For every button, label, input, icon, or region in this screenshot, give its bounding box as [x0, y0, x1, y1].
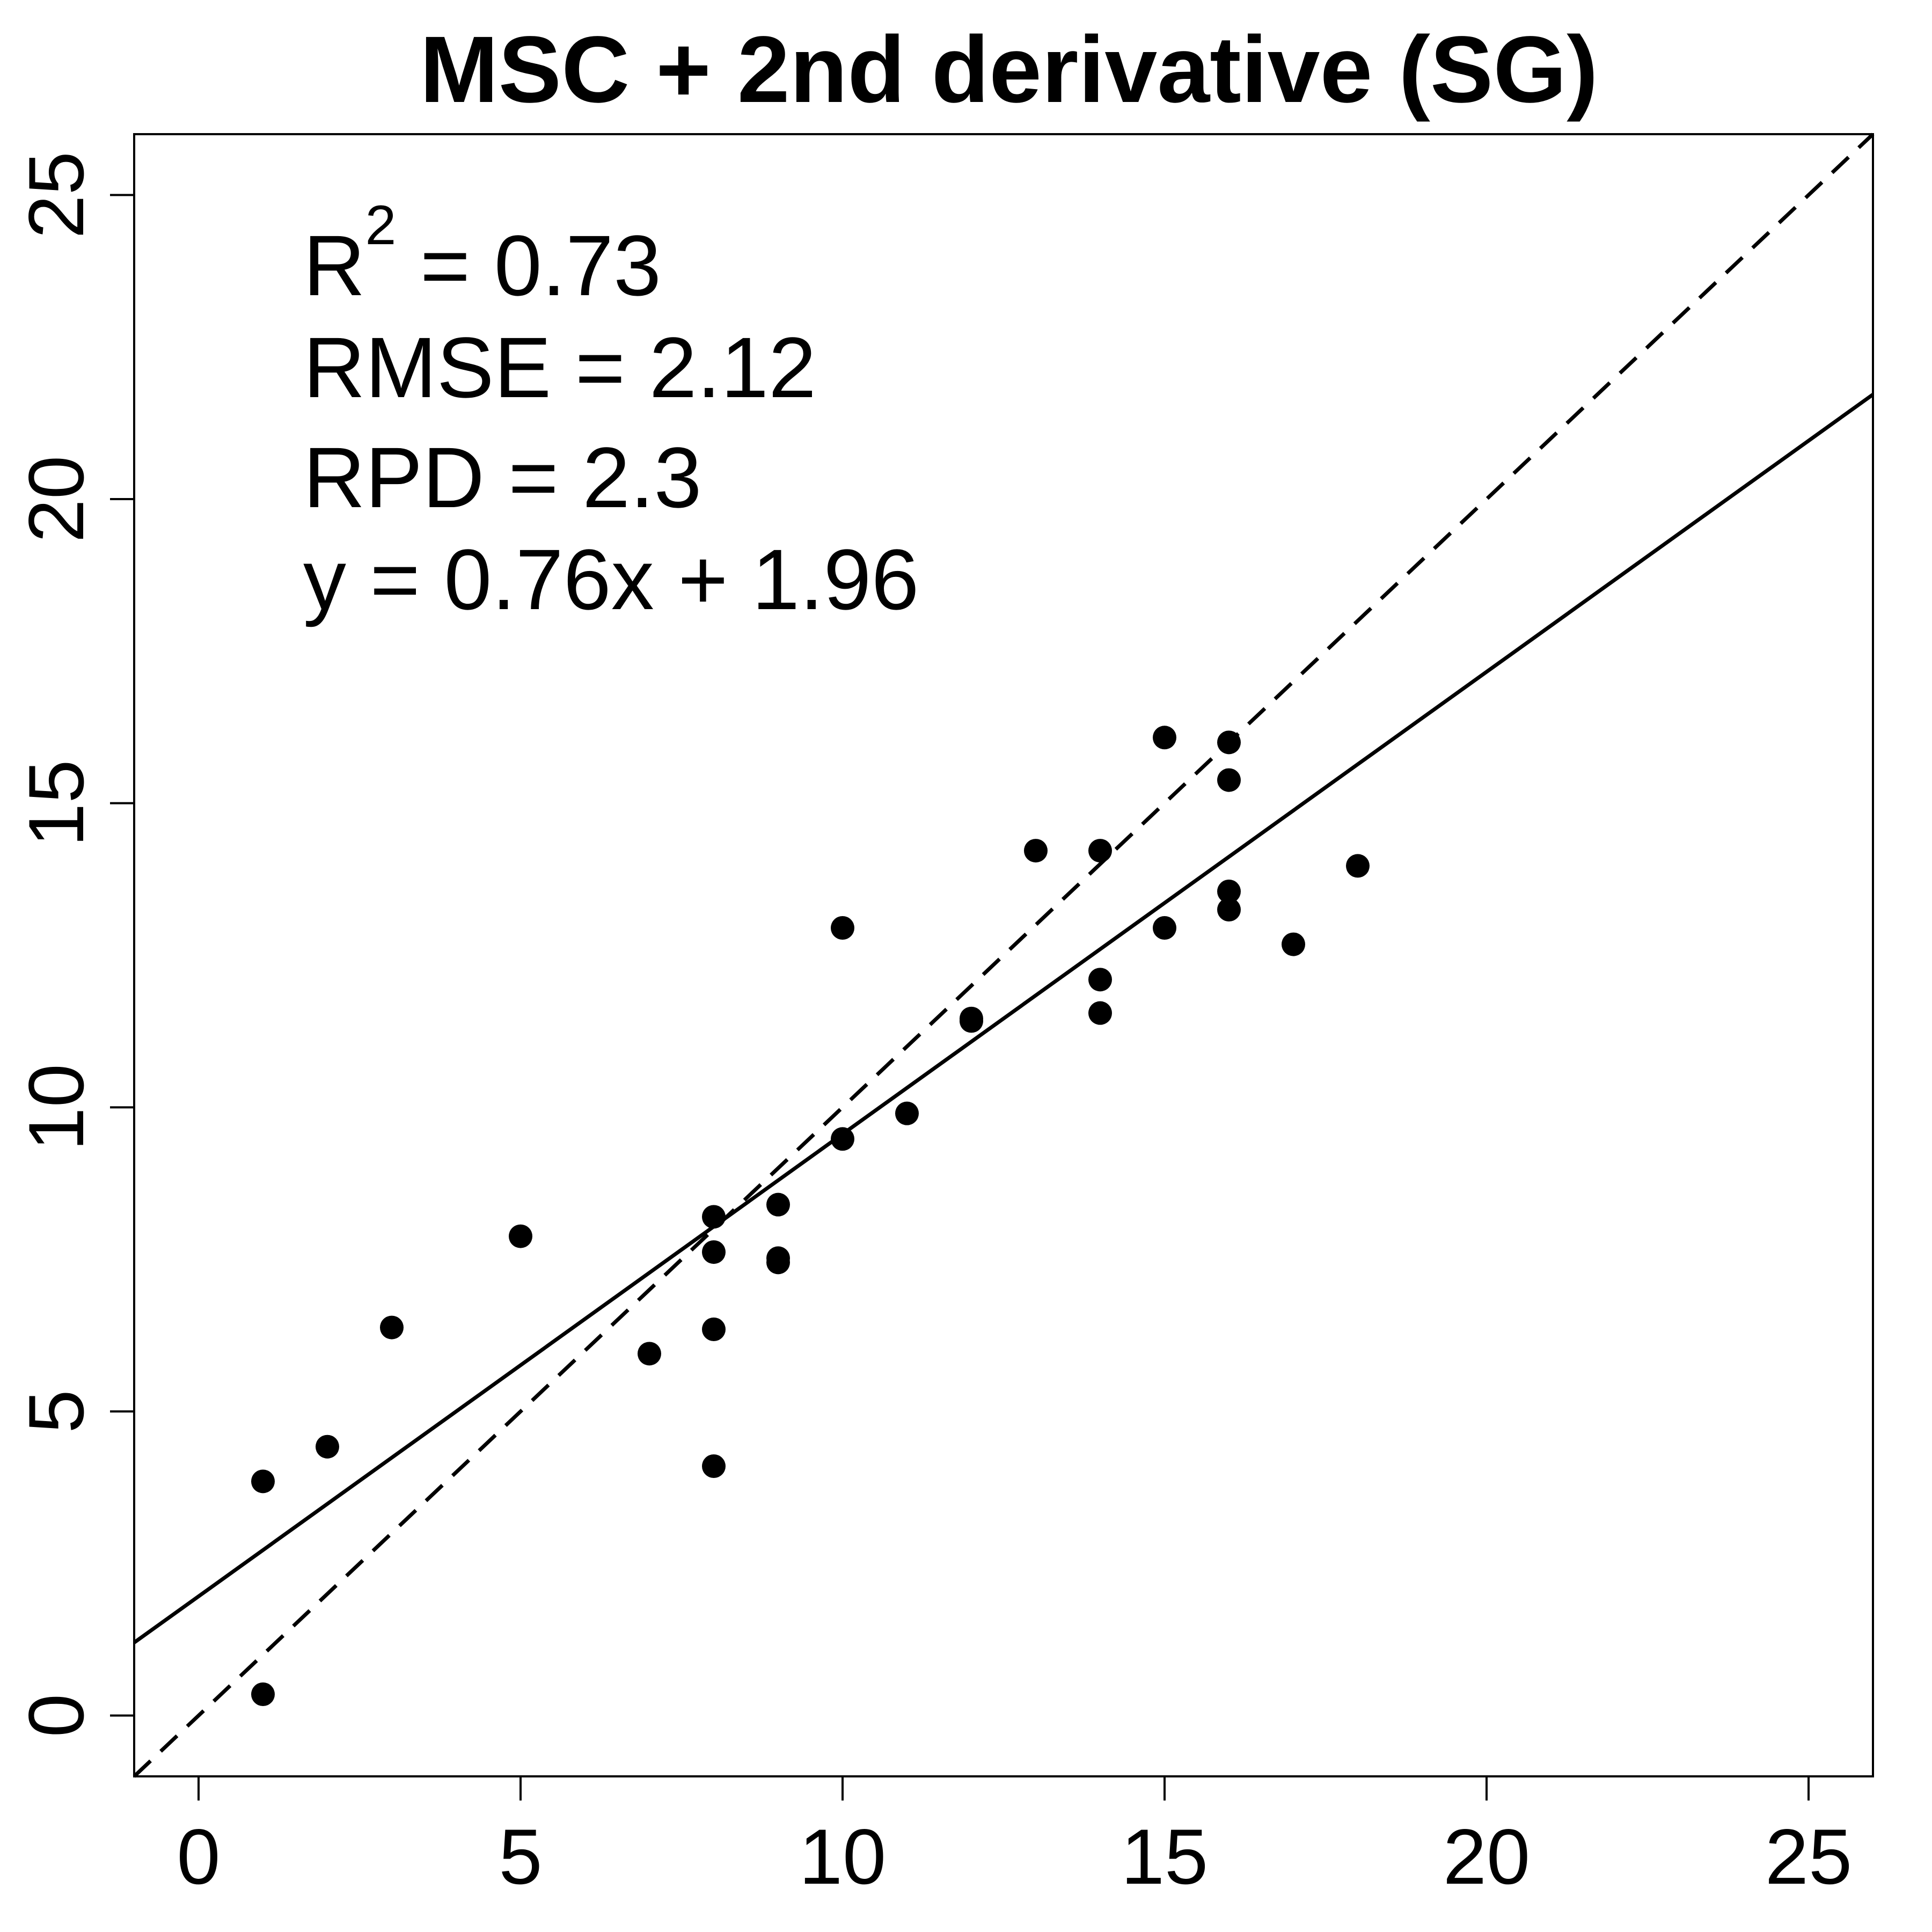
- y-tick-label: 15: [12, 759, 100, 846]
- data-points: [251, 726, 1370, 1706]
- data-point: [638, 1342, 661, 1366]
- y-tick-label: 20: [12, 456, 100, 543]
- data-point: [702, 1454, 726, 1478]
- x-tick-label: 0: [177, 1813, 220, 1900]
- data-point: [1088, 1001, 1112, 1025]
- data-point: [831, 1127, 854, 1151]
- data-point: [251, 1682, 275, 1706]
- y-tick-label: 0: [12, 1694, 100, 1737]
- data-point: [1217, 880, 1241, 903]
- data-point: [380, 1315, 404, 1340]
- regression-line: [133, 393, 1875, 1644]
- x-tick-label: 10: [799, 1813, 886, 1900]
- y-tick-label: 10: [12, 1064, 100, 1151]
- data-point: [1217, 768, 1241, 792]
- data-point: [702, 1318, 726, 1341]
- data-point: [702, 1240, 726, 1264]
- data-point: [766, 1246, 790, 1270]
- chart-title: MSC + 2nd derivative (SG): [420, 17, 1598, 122]
- stats-annotation: R2 = 0.73 RMSE = 2.12 RPD = 2.3 y = 0.76…: [303, 194, 919, 627]
- data-point: [960, 1006, 983, 1030]
- rpd-label: RPD = 2.3: [303, 429, 702, 525]
- x-tick-label: 25: [1765, 1813, 1852, 1900]
- data-point: [316, 1435, 339, 1459]
- data-point: [1217, 730, 1241, 755]
- data-point: [702, 1205, 726, 1229]
- x-tick-label: 20: [1443, 1813, 1530, 1900]
- plot-lines: [133, 133, 1875, 1778]
- x-tick-label: 15: [1121, 1813, 1208, 1900]
- x-tick-label: 5: [499, 1813, 542, 1900]
- y-tick-label: 5: [12, 1389, 100, 1433]
- data-point: [766, 1192, 790, 1217]
- data-point: [895, 1101, 919, 1125]
- y-tick-label: 25: [12, 151, 100, 238]
- data-point: [1217, 898, 1241, 921]
- x-axis: 0 5 10 15 20 25: [177, 1775, 1852, 1900]
- data-point: [1088, 968, 1112, 992]
- regression-equation-label: y = 0.76x + 1.96: [303, 531, 919, 627]
- identity-line: [133, 133, 1875, 1778]
- data-point: [1024, 839, 1048, 863]
- rmse-label: RMSE = 2.12: [303, 319, 816, 415]
- data-point: [831, 916, 854, 940]
- data-point: [1088, 839, 1112, 863]
- data-point: [1153, 916, 1176, 940]
- r-squared-label: R2 = 0.73: [303, 194, 661, 313]
- y-axis: 0 5 10 15 20 25: [12, 151, 135, 1737]
- data-point: [1282, 932, 1305, 956]
- data-point: [251, 1469, 275, 1494]
- data-point: [509, 1224, 532, 1248]
- data-point: [1153, 726, 1176, 750]
- data-point: [1346, 854, 1370, 878]
